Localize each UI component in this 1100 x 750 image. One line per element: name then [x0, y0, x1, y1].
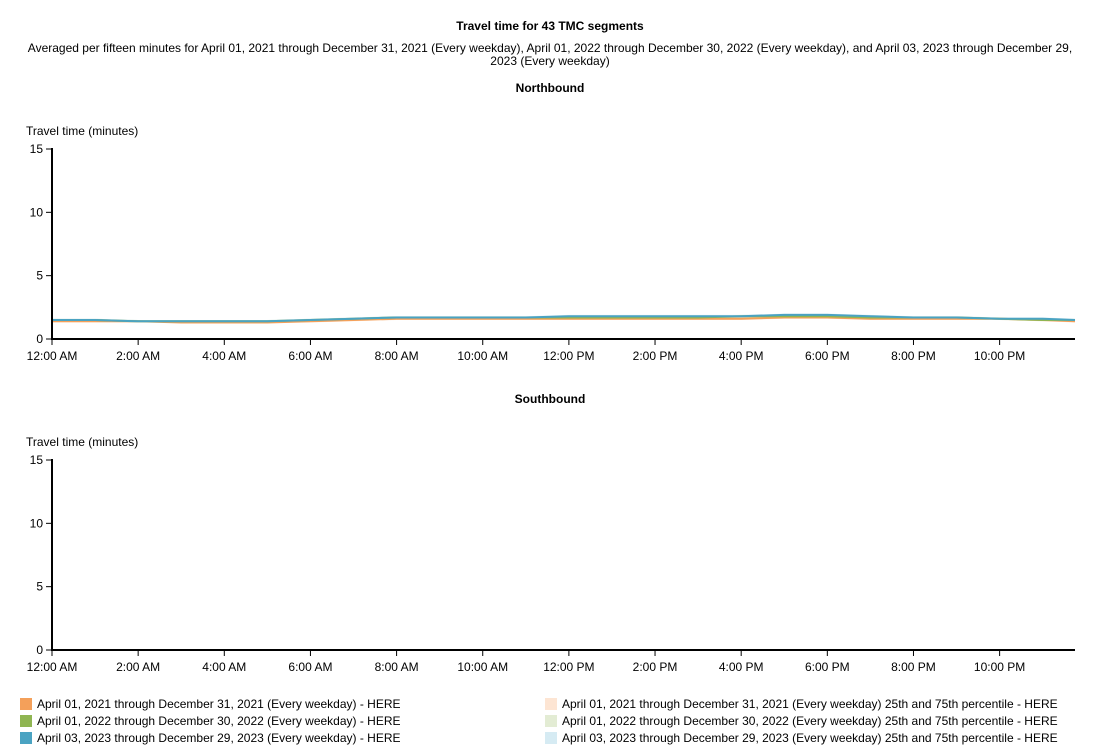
x-tick-label: 10:00 PM: [974, 349, 1025, 363]
x-tick-label: 2:00 PM: [633, 660, 678, 674]
legend-label-2023: April 03, 2023 through December 29, 2023…: [37, 730, 401, 745]
legend-label-2021-percentile: April 01, 2021 through December 31, 2021…: [562, 696, 1058, 711]
legend-item-2021[interactable]: April 01, 2021 through December 31, 2021…: [20, 695, 401, 712]
legend-label-2023-percentile: April 03, 2023 through December 29, 2023…: [562, 730, 1058, 745]
x-tick-label: 2:00 AM: [116, 660, 160, 674]
x-tick-label: 4:00 AM: [202, 660, 246, 674]
legend-series: April 01, 2021 through December 31, 2021…: [20, 695, 401, 746]
legend-label-2021: April 01, 2021 through December 31, 2021…: [37, 696, 401, 711]
y-axis-label: Travel time (minutes): [26, 435, 138, 449]
x-tick-label: 8:00 PM: [891, 660, 936, 674]
southbound-chart: Southbound Travel time (minutes) 0 5 10 15 12:…: [26, 392, 1075, 674]
legend-swatch-2022-percentile: [545, 714, 557, 727]
y-tick-label: 0: [36, 332, 43, 346]
x-tick-label: 10:00 AM: [457, 349, 508, 363]
y-tick-label: 15: [30, 142, 44, 156]
x-tick-label: 12:00 AM: [27, 660, 78, 674]
x-tick-label: 10:00 PM: [974, 660, 1025, 674]
x-tick-label: 12:00 PM: [543, 349, 594, 363]
legend-swatch-2022: [20, 714, 32, 727]
x-tick-label: 12:00 PM: [543, 660, 594, 674]
legend-item-2023[interactable]: April 03, 2023 through December 29, 2023…: [20, 729, 401, 746]
legend-swatch-2021: [20, 697, 32, 710]
panel-title: Northbound: [516, 81, 585, 95]
chart-subtitle: Averaged per fifteen minutes for April 0…: [27, 41, 1073, 68]
x-tick-label: 2:00 AM: [116, 349, 160, 363]
series-line: [52, 313, 1076, 323]
legend-item-2023-percentile[interactable]: April 03, 2023 through December 29, 2023…: [545, 729, 1058, 746]
x-tick-label: 4:00 PM: [719, 660, 764, 674]
y-axis-label: Travel time (minutes): [26, 124, 138, 138]
x-tick-label: 8:00 PM: [891, 349, 936, 363]
x-tick-label: 2:00 PM: [633, 349, 678, 363]
x-tick-label: 8:00 AM: [375, 349, 419, 363]
legend-label-2022: April 01, 2022 through December 30, 2022…: [37, 713, 401, 728]
y-tick-label: 10: [30, 205, 44, 219]
x-tick-label: 10:00 AM: [457, 660, 508, 674]
y-tick-label: 10: [30, 516, 44, 530]
x-tick-label: 6:00 AM: [288, 349, 332, 363]
legend-item-2021-percentile[interactable]: April 01, 2021 through December 31, 2021…: [545, 695, 1058, 712]
x-tick-label: 8:00 AM: [375, 660, 419, 674]
panel-title: Southbound: [515, 392, 586, 406]
legend-item-2022-percentile[interactable]: April 01, 2022 through December 30, 2022…: [545, 712, 1058, 729]
x-tick-label: 12:00 AM: [27, 349, 78, 363]
x-tick-label: 6:00 PM: [805, 349, 850, 363]
y-tick-label: 5: [36, 269, 43, 283]
legend-percentile: April 01, 2021 through December 31, 2021…: [545, 695, 1058, 746]
chart-title: Travel time for 43 TMC segments: [456, 19, 644, 33]
x-tick-label: 6:00 AM: [288, 660, 332, 674]
x-tick-label: 6:00 PM: [805, 660, 850, 674]
y-tick-label: 15: [30, 453, 44, 467]
northbound-chart: Northbound Travel time (minutes) 0 5 10 15 12:…: [26, 81, 1076, 363]
legend-swatch-2021-percentile: [545, 697, 557, 710]
x-tick-label: 4:00 AM: [202, 349, 246, 363]
y-tick-label: 5: [36, 580, 43, 594]
legend-swatch-2023-percentile: [545, 731, 557, 744]
legend-item-2022[interactable]: April 01, 2022 through December 30, 2022…: [20, 712, 401, 729]
legend-swatch-2023: [20, 731, 32, 744]
series-line: [52, 316, 1076, 324]
y-tick-label: 0: [36, 643, 43, 657]
legend-label-2022-percentile: April 01, 2022 through December 30, 2022…: [562, 713, 1058, 728]
x-tick-label: 4:00 PM: [719, 349, 764, 363]
